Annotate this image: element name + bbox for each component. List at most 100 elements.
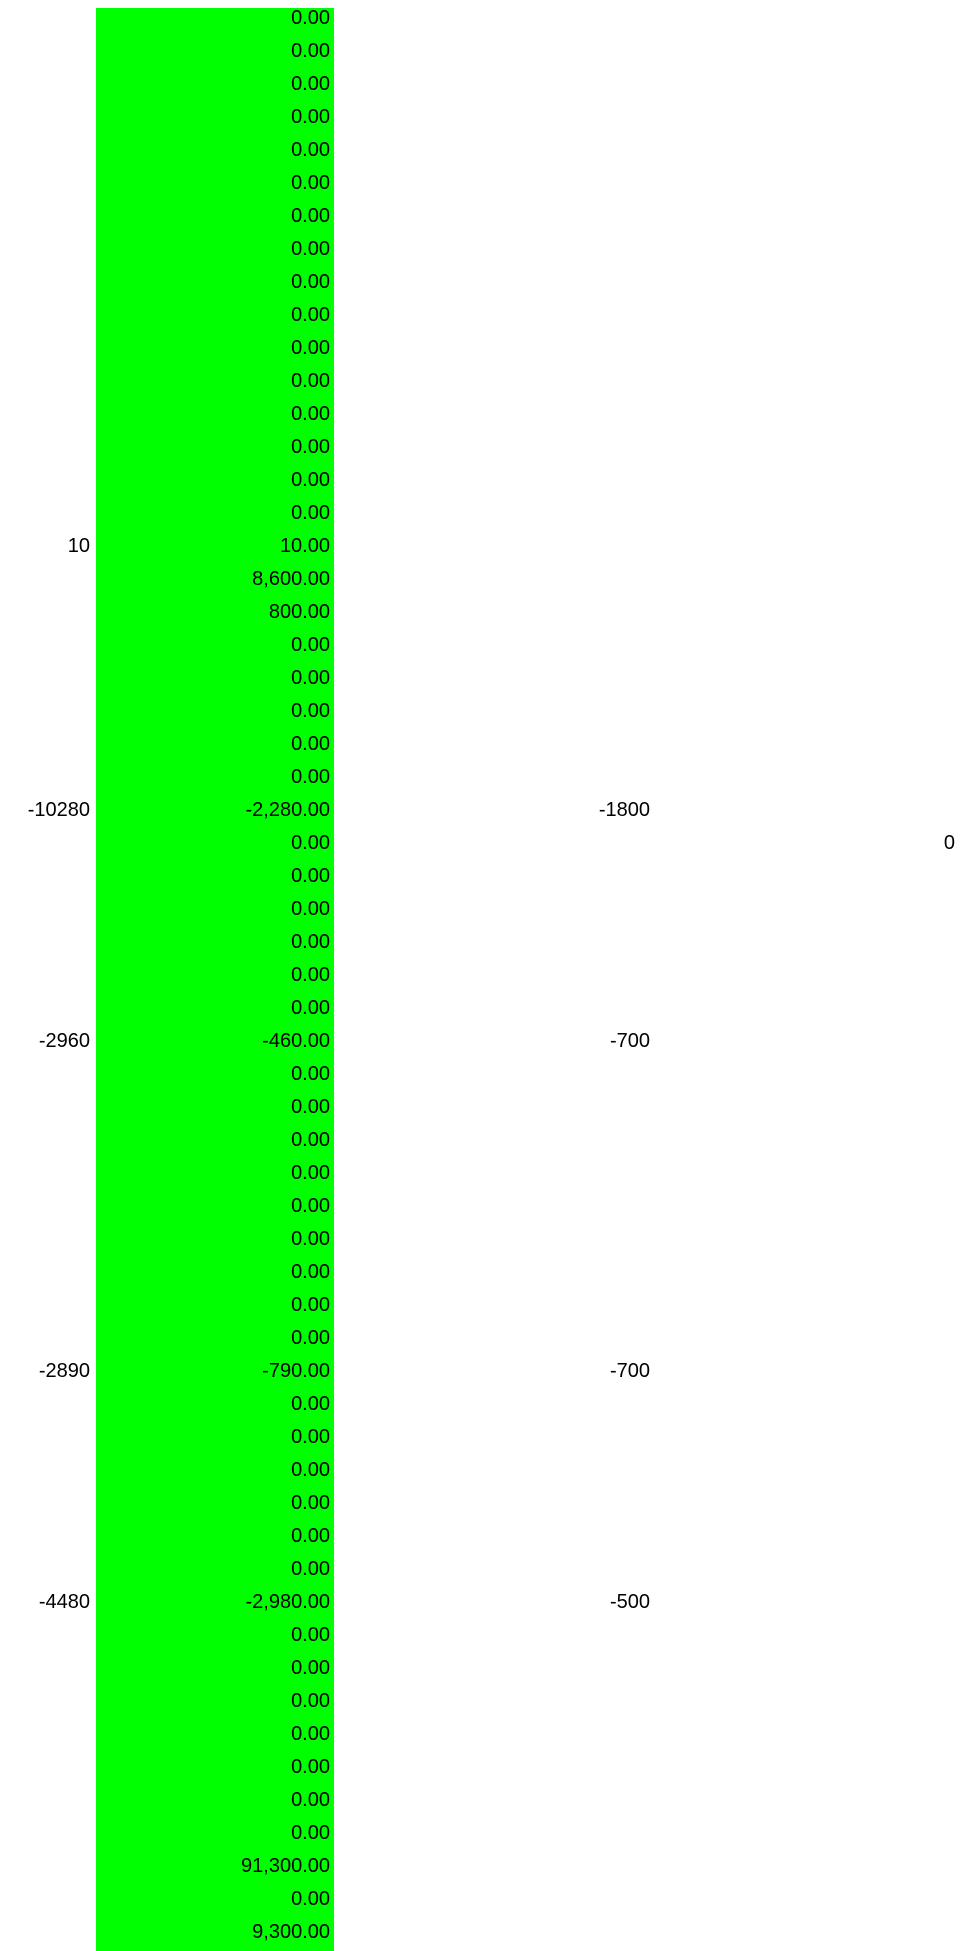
cell-col-c[interactable] [340, 1817, 650, 1850]
cell-col-c[interactable] [340, 1388, 650, 1421]
cell-col-a[interactable] [0, 596, 90, 629]
cell-col-d[interactable] [660, 1850, 955, 1883]
cell-col-a[interactable] [0, 233, 90, 266]
cell-col-c[interactable] [340, 662, 650, 695]
cell-col-a[interactable]: 10 [67, 535, 90, 557]
cell-col-c[interactable] [340, 728, 650, 761]
cell-col-c[interactable] [340, 1883, 650, 1916]
cell-col-c[interactable] [340, 1058, 650, 1091]
cell-col-c[interactable] [340, 1553, 650, 1586]
cell-col-b[interactable]: 0.00 [291, 304, 330, 326]
cell-col-d[interactable] [660, 959, 955, 992]
cell-col-c[interactable] [340, 1421, 650, 1454]
cell-col-a[interactable] [0, 1223, 90, 1256]
cell-col-d[interactable] [660, 1223, 955, 1256]
cell-col-b[interactable]: 0.00 [291, 1294, 330, 1316]
cell-col-b[interactable]: 0.00 [291, 205, 330, 227]
cell-col-a[interactable] [0, 35, 90, 68]
cell-col-c[interactable] [340, 629, 650, 662]
cell-col-d[interactable] [660, 1091, 955, 1124]
cell-col-b[interactable]: 0.00 [291, 733, 330, 755]
cell-col-a[interactable] [0, 332, 90, 365]
cell-col-d[interactable] [660, 662, 955, 695]
cell-col-a[interactable]: -10280 [27, 799, 90, 821]
cell-col-b[interactable]: 91,300.00 [241, 1855, 330, 1877]
cell-col-a[interactable] [0, 167, 90, 200]
cell-col-b[interactable]: 0.00 [291, 667, 330, 689]
cell-col-b[interactable]: 0.00 [291, 1096, 330, 1118]
cell-col-d[interactable] [660, 1256, 955, 1289]
cell-col-a[interactable] [0, 893, 90, 926]
cell-col-a[interactable] [0, 827, 90, 860]
cell-col-b[interactable]: 0.00 [291, 1822, 330, 1844]
cell-col-d[interactable] [660, 926, 955, 959]
cell-col-b[interactable]: 0.00 [291, 436, 330, 458]
cell-col-b[interactable]: 0.00 [291, 865, 330, 887]
cell-col-d[interactable] [660, 1487, 955, 1520]
cell-col-b[interactable]: 0.00 [291, 1624, 330, 1646]
cell-col-a[interactable] [0, 1454, 90, 1487]
cell-col-a[interactable] [0, 662, 90, 695]
cell-col-a[interactable] [0, 1058, 90, 1091]
cell-col-a[interactable] [0, 497, 90, 530]
cell-col-d[interactable] [660, 1652, 955, 1685]
cell-col-b[interactable]: 0.00 [291, 898, 330, 920]
cell-col-b[interactable]: 0.00 [291, 40, 330, 62]
cell-col-c[interactable] [340, 992, 650, 1025]
cell-col-a[interactable] [0, 1256, 90, 1289]
cell-col-d[interactable] [660, 728, 955, 761]
cell-col-a[interactable] [0, 299, 90, 332]
cell-col-b[interactable]: 0.00 [291, 1459, 330, 1481]
cell-col-d[interactable] [660, 860, 955, 893]
cell-col-d[interactable] [660, 134, 955, 167]
cell-col-c[interactable] [340, 68, 650, 101]
cell-col-d[interactable] [660, 1586, 955, 1619]
cell-col-b[interactable]: 0.00 [291, 766, 330, 788]
cell-col-a[interactable] [0, 398, 90, 431]
cell-col-b[interactable]: 0.00 [291, 1657, 330, 1679]
cell-col-a[interactable] [0, 431, 90, 464]
cell-col-b[interactable]: 0.00 [291, 271, 330, 293]
cell-col-d[interactable] [660, 1157, 955, 1190]
cell-col-c[interactable] [340, 827, 650, 860]
cell-col-b[interactable]: 0.00 [291, 997, 330, 1019]
cell-col-a[interactable] [0, 695, 90, 728]
cell-col-a[interactable] [0, 1718, 90, 1751]
cell-col-a[interactable] [0, 1685, 90, 1718]
cell-col-d[interactable] [660, 1289, 955, 1322]
cell-col-c[interactable] [340, 200, 650, 233]
cell-col-a[interactable] [0, 1619, 90, 1652]
cell-col-d[interactable] [660, 497, 955, 530]
cell-col-b[interactable]: 0.00 [291, 634, 330, 656]
cell-col-d[interactable] [660, 992, 955, 1025]
cell-col-b[interactable]: 0.00 [291, 403, 330, 425]
cell-col-a[interactable] [0, 1850, 90, 1883]
cell-col-c[interactable] [340, 431, 650, 464]
cell-col-b[interactable]: 0.00 [291, 1789, 330, 1811]
cell-col-b[interactable]: 800.00 [268, 601, 330, 623]
cell-col-b[interactable]: 0.00 [291, 502, 330, 524]
cell-col-d[interactable] [660, 365, 955, 398]
cell-col-d[interactable] [660, 68, 955, 101]
cell-col-a[interactable] [0, 1520, 90, 1553]
cell-col-d[interactable] [660, 299, 955, 332]
cell-col-d[interactable] [660, 1883, 955, 1916]
cell-col-a[interactable] [0, 68, 90, 101]
cell-col-c[interactable] [340, 1091, 650, 1124]
cell-col-b[interactable]: 0.00 [291, 1393, 330, 1415]
cell-col-b[interactable]: 0.00 [291, 1129, 330, 1151]
cell-col-c[interactable] [340, 1322, 650, 1355]
cell-col-a[interactable] [0, 1751, 90, 1784]
cell-col-d[interactable] [660, 1916, 955, 1949]
cell-col-b[interactable]: 0.00 [291, 1558, 330, 1580]
cell-col-c[interactable] [340, 1652, 650, 1685]
cell-col-c[interactable] [340, 365, 650, 398]
cell-col-b[interactable]: 0.00 [291, 469, 330, 491]
cell-col-b[interactable]: 0.00 [291, 1195, 330, 1217]
cell-col-a[interactable]: -4480 [38, 1591, 90, 1613]
cell-col-b[interactable]: 0.00 [291, 1327, 330, 1349]
cell-col-a[interactable] [0, 200, 90, 233]
cell-col-b[interactable]: 8,600.00 [252, 568, 330, 590]
cell-col-c[interactable] [340, 1685, 650, 1718]
cell-col-b[interactable]: 0.00 [291, 7, 330, 29]
